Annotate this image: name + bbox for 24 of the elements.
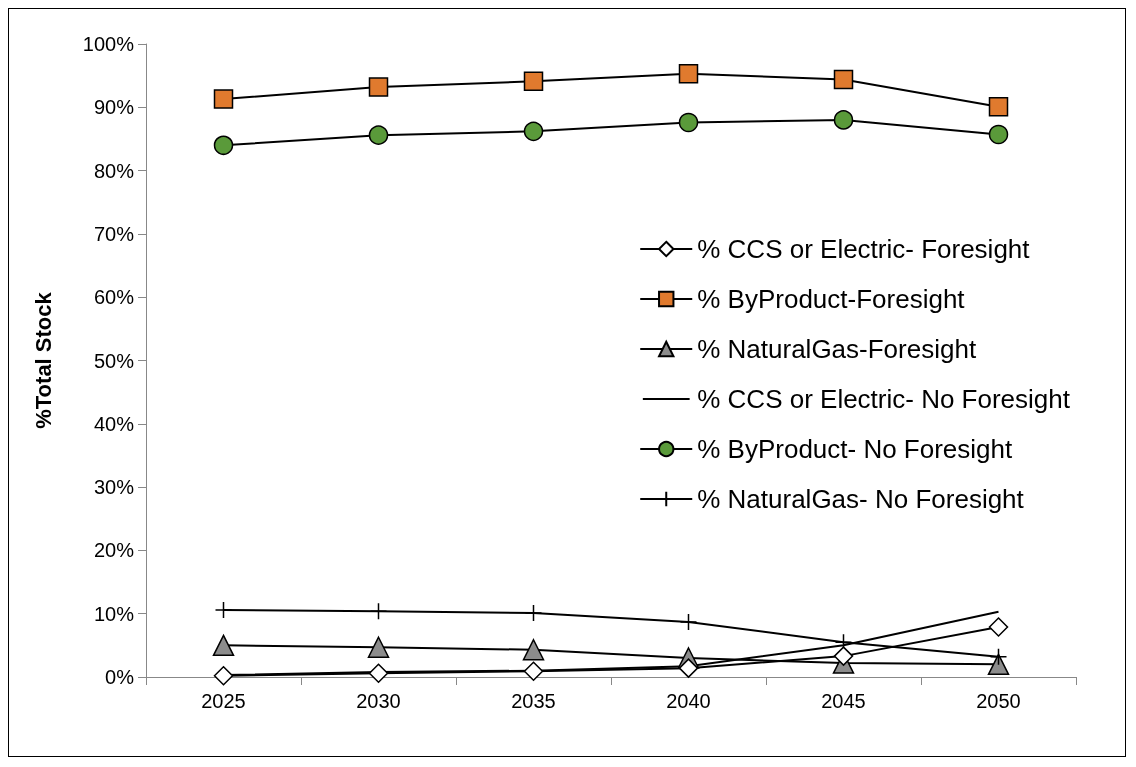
- y-tick-label: 100%: [82, 33, 135, 55]
- legend-label: % ByProduct- No Foresight: [697, 434, 1014, 464]
- y-tick-label: 90%: [93, 96, 135, 119]
- x-tick-label: 2030: [356, 690, 401, 712]
- x-tick-label: 2045: [821, 690, 866, 712]
- y-axis-title: %Total Stock: [30, 291, 56, 429]
- x-tick-label: 2050: [976, 690, 1021, 712]
- x-tick-label: 2035: [511, 690, 556, 712]
- y-tick-label: 30%: [93, 476, 135, 499]
- legend-label: % NaturalGas-Foresight: [697, 334, 977, 364]
- legend-label: % NaturalGas- No Foresight: [697, 484, 1025, 514]
- y-tick-label: 0%: [105, 666, 135, 688]
- legend-label: % CCS or Electric- Foresight: [697, 234, 1031, 264]
- y-tick-label: 80%: [93, 159, 135, 182]
- y-tick-label: 40%: [93, 412, 135, 435]
- x-tick-label: 2040: [666, 690, 711, 712]
- y-tick-label: 10%: [93, 602, 135, 625]
- y-tick-label: 60%: [93, 286, 135, 309]
- y-tick-label: 20%: [93, 539, 135, 562]
- x-tick-label: 2025: [201, 690, 246, 712]
- legend-label: % ByProduct-Foresight: [697, 284, 966, 314]
- y-tick-label: 50%: [93, 349, 135, 372]
- legend-label: % CCS or Electric- No Foresight: [697, 384, 1071, 414]
- y-tick-label: 70%: [93, 222, 135, 245]
